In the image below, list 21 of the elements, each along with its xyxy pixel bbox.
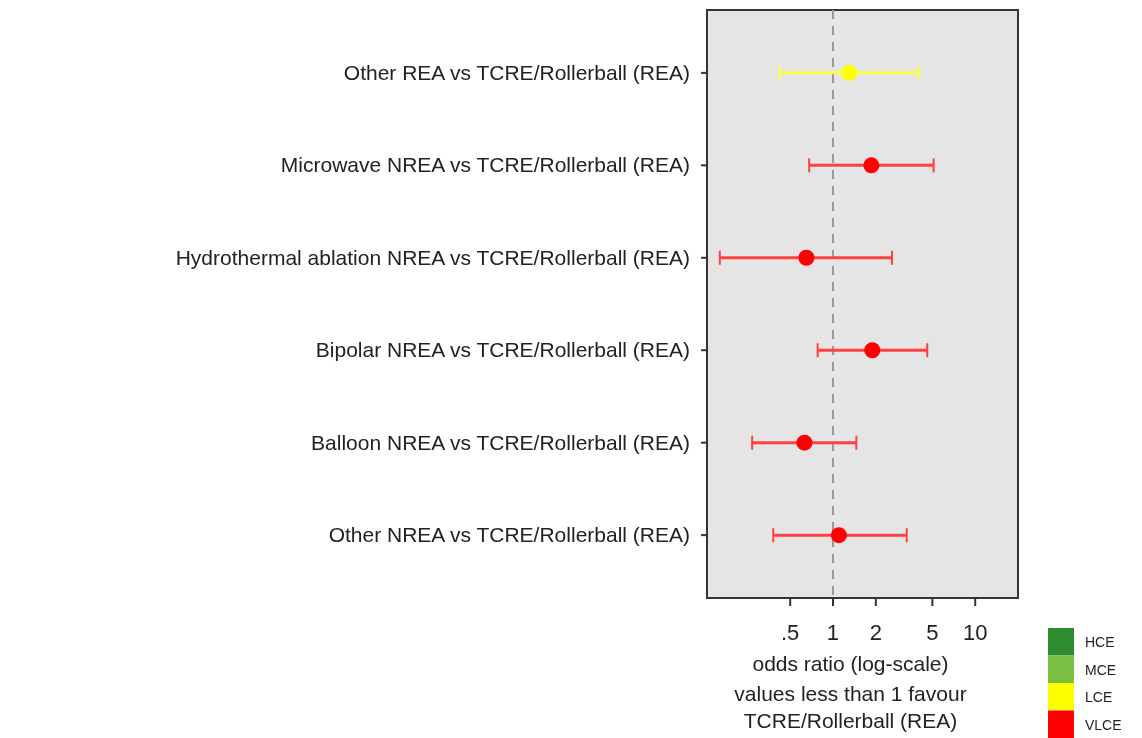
y-tick-label: Microwave NREA vs TCRE/Rollerball (REA) [280,153,690,177]
y-tick-label: Bipolar NREA vs TCRE/Rollerball (REA) [315,338,690,362]
y-tick-label: Balloon NREA vs TCRE/Rollerball (REA) [311,430,690,454]
x-tick-label: 5 [926,620,939,645]
legend-label: HCE [1085,634,1115,650]
x-tick-label: .5 [781,620,800,645]
point [863,157,880,174]
point [798,249,815,266]
y-tick-label: Hydrothermal ablation NREA vs TCRE/Rollerball (REA) [175,245,690,269]
legend-label: LCE [1085,689,1113,705]
point [796,434,813,451]
y-tick-label: Other NREA vs TCRE/Rollerball (REA) [328,523,690,547]
x-tick-label: 10 [962,620,988,645]
legend-label: MCE [1085,661,1117,678]
x-tick-label: 2 [869,620,882,645]
text: values less than 1 favour TCRE/Rollerball (REA) [734,682,967,732]
legend-label: VLCE [1085,716,1122,733]
x-axis-title: odds ratio (log-scale) [752,652,949,675]
y-tick-label: Other REA vs TCRE/Rollerball (REA) [343,60,690,84]
point [864,342,881,359]
x-tick-label: 1 [826,620,840,645]
